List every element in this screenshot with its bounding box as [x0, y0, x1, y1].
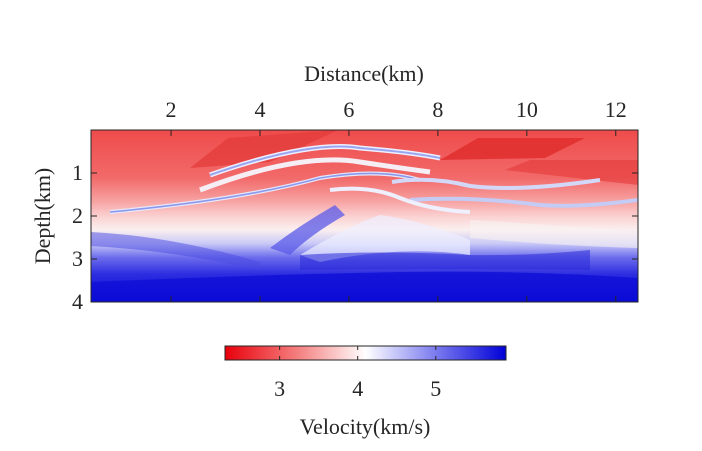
- colorbar-label: Velocity(km/s): [300, 414, 431, 439]
- thrust-sheet-3: [300, 250, 590, 270]
- colorbar-ticks: 3 4 5: [274, 346, 441, 401]
- y-axis: 1 2 3 4: [72, 160, 638, 314]
- colorbar: 3 4 5 Velocity(km/s): [224, 345, 507, 439]
- y-axis-title: Depth(km): [30, 168, 55, 265]
- x-tick-label: 4: [254, 97, 265, 122]
- thrust-sheet-1: [270, 205, 345, 255]
- x-tick-label: 12: [605, 97, 627, 122]
- upper-red-wedge: [190, 130, 338, 168]
- x-tick-label: 6: [343, 97, 354, 122]
- x-tick-label: 2: [166, 97, 177, 122]
- y-tick-label: 2: [72, 203, 83, 228]
- colorbar-gradient: [224, 345, 507, 361]
- x-tick-label: 10: [516, 97, 538, 122]
- colorbar-tick-label: 5: [430, 376, 441, 401]
- reflector-2: [199, 157, 431, 193]
- colorbar-tick-label: 3: [274, 376, 285, 401]
- x-tick-label: 8: [432, 97, 443, 122]
- fault-block-lower: [505, 160, 638, 185]
- y-tick-label: 1: [72, 160, 83, 185]
- reflector-5: [409, 196, 638, 208]
- reflector-1-core: [209, 145, 441, 176]
- colorbar-tick-label: 4: [352, 376, 363, 401]
- geologic-structures: [91, 130, 638, 302]
- x-axis: 2 4 6 8 10 12: [166, 97, 627, 302]
- thrust-sheet-2: [300, 215, 470, 262]
- reflector-3-core: [109, 172, 421, 213]
- deep-band: [91, 271, 638, 302]
- x-axis-title: Distance(km): [304, 61, 424, 86]
- plot-area: [90, 129, 639, 303]
- y-tick-label: 4: [72, 289, 83, 314]
- reflector-4: [391, 177, 601, 190]
- fault-block: [440, 138, 585, 160]
- reflector-6: [329, 186, 471, 214]
- left-blue-wedge: [91, 232, 260, 270]
- right-white-zone: [470, 220, 638, 248]
- y-tick-label: 3: [72, 246, 83, 271]
